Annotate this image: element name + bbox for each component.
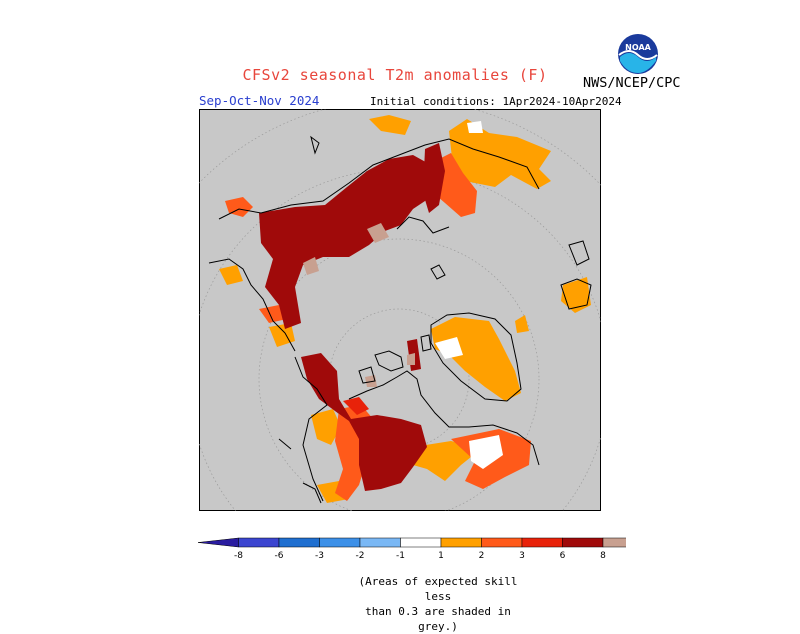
noaa-logo-text: NOAA (625, 43, 651, 52)
anomaly-region-orange-europe (219, 265, 243, 285)
anomaly-region-darkred-eurasia (259, 155, 431, 329)
colorbar-segment (400, 537, 442, 548)
colorbar-tick-label: -6 (275, 551, 284, 560)
coastline-svalbard (310, 135, 320, 155)
colorbar-segment (278, 537, 320, 548)
colorbar-segment (602, 537, 626, 548)
colorbar-tick-label: 6 (560, 551, 566, 560)
anomaly-region-white-greenland (435, 337, 463, 359)
anomaly-region-orange-greenland-e (515, 315, 529, 333)
colorbar-tick-label: -2 (356, 551, 365, 560)
anomaly-region-darkred-canada (301, 353, 427, 491)
agency-label: NWS/NCEP/CPC (583, 75, 681, 91)
anomaly-region-red-orange-ural (259, 305, 287, 323)
colorbar-tick-label: 2 (479, 551, 485, 560)
anomaly-region-white-hudson (469, 435, 503, 469)
anomaly-region-orange-siberia (449, 119, 551, 189)
colorbar-segment (238, 537, 280, 548)
colorbar-segment (359, 537, 401, 548)
polar-map (199, 109, 601, 511)
anomaly-region-light-brown-eurasia (303, 257, 319, 275)
coastline-eurasia (218, 138, 540, 234)
colorbar-segment (319, 537, 361, 548)
coastline-novaya-zemlya (430, 264, 446, 280)
anomaly-shading (219, 115, 591, 503)
colorbar-tick-label: 1 (438, 551, 444, 560)
chart-title: CFSv2 seasonal T2m anomalies (F) (242, 66, 548, 84)
coastline-arctic-islands (358, 334, 432, 384)
noaa-logo: NOAA (618, 34, 658, 74)
colorbar-tick-label: -8 (234, 551, 243, 560)
coastline-canada (294, 356, 540, 502)
colorbar-tick-label: -3 (315, 551, 324, 560)
coastline-iceland (560, 278, 592, 310)
colorbar-tick-label: 3 (519, 551, 525, 560)
colorbar: -8 -6 -3 -2 -1 1 2 3 6 8 (197, 537, 626, 560)
coastline-alaska (278, 438, 322, 504)
colorbar-tick-label: 8 (600, 551, 606, 560)
anomaly-region-light-brown-siberia (367, 223, 389, 243)
anomaly-region-orange-scandinavia (269, 323, 295, 347)
anomaly-region-red-canada (343, 397, 369, 415)
skill-note-line2: than 0.3 are shaded in grey.) (365, 605, 511, 633)
season-label: Sep-Oct-Nov 2024 (199, 93, 320, 108)
anomaly-region-orange-iceland (561, 277, 591, 313)
coastlines (208, 135, 592, 504)
coastline-scandinavia (208, 258, 296, 352)
colorbar-segment (562, 537, 604, 548)
colorbar-segment (521, 537, 563, 548)
skill-note-line1: (Areas of expected skill less (358, 575, 518, 603)
anomaly-region-orange-canada-w (311, 409, 341, 445)
anomaly-region-orange-canada-e (413, 441, 481, 481)
skill-note: (Areas of expected skill less than 0.3 a… (343, 574, 533, 634)
coastline-greenland (430, 312, 522, 402)
anomaly-region-white-siberia (467, 121, 483, 133)
initial-conditions: Initial conditions: 1Apr2024-10Apr2024 (370, 95, 622, 108)
colorbar-segment (440, 537, 482, 548)
anomaly-region-darkred-siberia-e (423, 143, 445, 213)
colorbar-tick-label: -1 (396, 551, 405, 560)
colorbar-arrow-low (197, 537, 239, 548)
colorbar-segment (481, 537, 523, 548)
coastline-uk (568, 240, 590, 266)
anomaly-region-light-brown-greenland (407, 353, 415, 365)
anomaly-region-orange-arctic-ne (369, 115, 411, 135)
